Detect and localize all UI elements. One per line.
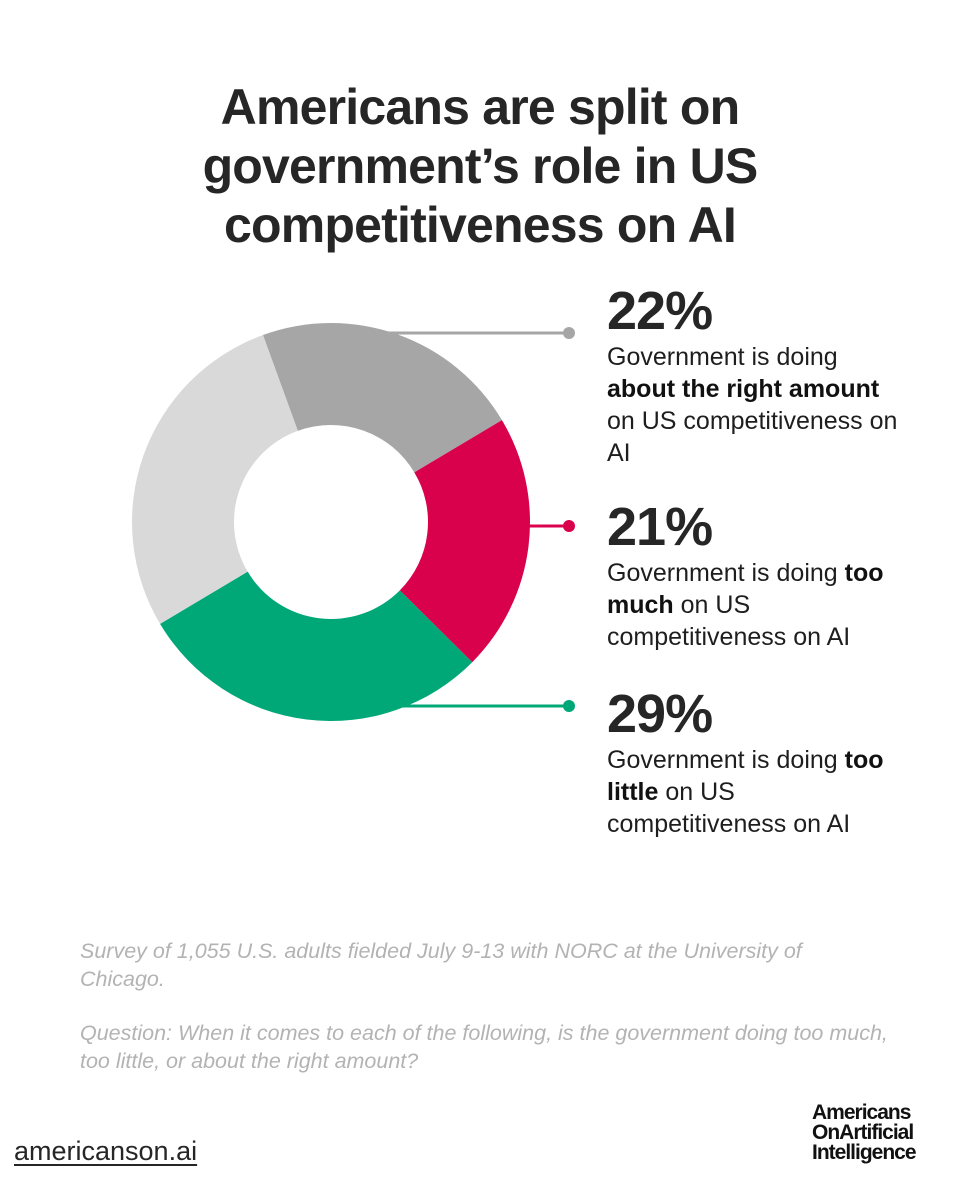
annotation-bold: about the right amount xyxy=(607,375,880,403)
annotation-too-much: 21% Government is doing too much on US c… xyxy=(607,499,907,653)
logo-line: Americans xyxy=(812,1101,911,1124)
annotation-desc: Government is doing too much on US compe… xyxy=(607,557,907,653)
donut-chart xyxy=(132,323,575,722)
leader-too-little xyxy=(388,700,575,712)
leader-about-right-amount xyxy=(375,327,575,339)
slice-too-much xyxy=(399,420,530,663)
annotation-text: on US competitiveness on AI xyxy=(607,591,851,651)
leader-dot xyxy=(563,327,575,339)
survey-note: Survey of 1,055 U.S. adults fielded July… xyxy=(80,939,802,991)
question-note: Question: When it comes to each of the f… xyxy=(80,1021,888,1073)
chart-title: Americans are split on government’s role… xyxy=(80,78,880,255)
leader-dot xyxy=(563,520,575,532)
annotation-bold: too much xyxy=(607,559,884,619)
annotation-text: Government is doing xyxy=(607,559,845,587)
organization-logo: Americans OnArtificial Intelligence xyxy=(812,1101,917,1164)
leader-dot xyxy=(563,700,575,712)
annotation-pct: 22% xyxy=(607,281,713,341)
annotation-pct: 29% xyxy=(607,684,713,744)
website-link[interactable]: americanson.ai xyxy=(14,1136,198,1166)
annotation-text: Government is doing xyxy=(607,746,845,774)
annotation-text: on US competitiveness on AI xyxy=(607,407,898,467)
slice-remainder xyxy=(132,335,298,624)
annotation-desc: Government is doing about the right amou… xyxy=(607,341,907,469)
annotation-too-little: 29% Government is doing too little on US… xyxy=(607,686,907,840)
logo-line: OnArtificial xyxy=(812,1121,914,1144)
slice-too-little xyxy=(160,571,473,722)
annotation-right-amount: 22% Government is doing about the right … xyxy=(607,283,907,469)
title-line-3: competitiveness on AI xyxy=(223,197,737,253)
slice-about-right-amount xyxy=(262,323,502,473)
annotation-text: on US competitiveness on AI xyxy=(607,778,851,838)
title-line-1: Americans are split on xyxy=(220,79,741,135)
logo-line: Intelligence xyxy=(812,1141,917,1164)
slices-layer xyxy=(132,323,530,722)
annotation-text: Government is doing xyxy=(607,343,838,371)
leaders-layer xyxy=(375,327,575,712)
title-line-2: government’s role in US xyxy=(202,138,759,194)
annotation-bold: too little xyxy=(607,746,884,806)
annotation-pct: 21% xyxy=(607,497,713,557)
annotation-desc: Government is doing too little on US com… xyxy=(607,744,907,840)
